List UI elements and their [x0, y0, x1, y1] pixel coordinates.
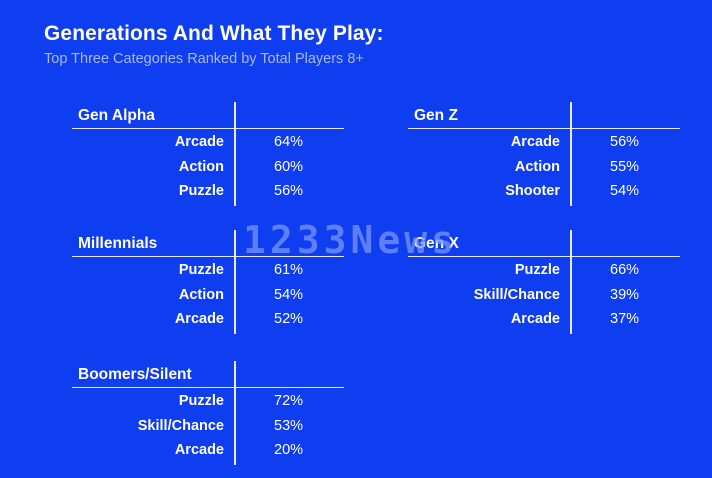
percentage-value: 64% — [274, 134, 304, 150]
percentage-value: 56% — [610, 134, 640, 150]
category-label: Puzzle — [178, 262, 224, 278]
generation-name: Millennials — [78, 235, 158, 252]
generation-table: Millennials Puzzle 61% Action 54% Arcade 52% — [72, 230, 344, 334]
category-label: Arcade — [174, 442, 224, 458]
generation-header: Gen Alpha — [72, 102, 344, 129]
percentage-value: 54% — [274, 286, 304, 303]
percentage-value: 66% — [610, 262, 640, 278]
generation-header: Gen Z — [408, 102, 680, 129]
table-row: Arcade 52% — [72, 306, 344, 331]
percentage-value: 52% — [274, 311, 304, 327]
category-label: Puzzle — [514, 262, 560, 278]
generation-table: Gen Alpha Arcade 64% Action 60% Puzzle 56% — [72, 102, 344, 206]
column-divider — [234, 230, 236, 334]
percentage-value: 39% — [610, 286, 640, 303]
percentage-value: 37% — [610, 311, 640, 327]
generation-header: Gen X — [408, 230, 680, 257]
percentage-value: 56% — [274, 183, 304, 199]
percentage-value: 61% — [274, 262, 304, 278]
generation-name: Boomers/Silent — [78, 366, 192, 383]
percentage-value: 54% — [610, 183, 640, 199]
category-label: Action — [178, 286, 224, 303]
percentage-value: 72% — [274, 393, 304, 409]
table-row: Puzzle 61% — [72, 257, 344, 282]
generation-name: Gen Alpha — [78, 107, 155, 124]
table-row: Puzzle 66% — [408, 257, 680, 282]
category-label: Arcade — [174, 311, 224, 327]
category-label: Skill/Chance — [473, 286, 560, 303]
column-divider — [234, 361, 236, 465]
generation-table: Gen Z Arcade 56% Action 55% Shooter 54% — [408, 102, 680, 206]
column-divider — [234, 102, 236, 206]
generation-name: Gen X — [414, 235, 459, 252]
percentage-value: 60% — [274, 158, 304, 175]
table-row: Skill/Chance 53% — [72, 413, 344, 438]
category-label: Action — [514, 158, 560, 175]
generation-header: Boomers/Silent — [72, 361, 344, 388]
table-row: Arcade 64% — [72, 129, 344, 154]
chart-title: Generations And What They Play: — [44, 22, 384, 45]
generation-name: Gen Z — [414, 107, 458, 124]
generation-table: Boomers/Silent Puzzle 72% Skill/Chance 53% Ar… — [72, 361, 344, 465]
category-label: Puzzle — [178, 183, 224, 199]
table-row: Action 55% — [408, 154, 680, 179]
table-row: Shooter 54% — [408, 178, 680, 203]
generation-header: Millennials — [72, 230, 344, 257]
table-row: Action 60% — [72, 154, 344, 179]
category-label: Skill/Chance — [137, 417, 224, 434]
percentage-value: 53% — [274, 417, 304, 434]
category-label: Arcade — [174, 134, 224, 150]
category-label: Action — [178, 158, 224, 175]
chart-subtitle: Top Three Categories Ranked by Total Pla… — [44, 51, 364, 67]
column-divider — [570, 230, 572, 334]
table-row: Arcade 37% — [408, 306, 680, 331]
table-row: Skill/Chance 39% — [408, 282, 680, 307]
percentage-value: 20% — [274, 442, 304, 458]
category-label: Shooter — [505, 183, 560, 199]
column-divider — [570, 102, 572, 206]
table-row: Puzzle 56% — [72, 178, 344, 203]
table-row: Arcade 20% — [72, 437, 344, 462]
table-row: Arcade 56% — [408, 129, 680, 154]
generation-table: Gen X Puzzle 66% Skill/Chance 39% Arcade 37% — [408, 230, 680, 334]
category-label: Arcade — [510, 311, 560, 327]
category-label: Arcade — [510, 134, 560, 150]
table-row: Action 54% — [72, 282, 344, 307]
category-label: Puzzle — [178, 393, 224, 409]
percentage-value: 55% — [610, 158, 640, 175]
table-row: Puzzle 72% — [72, 388, 344, 413]
